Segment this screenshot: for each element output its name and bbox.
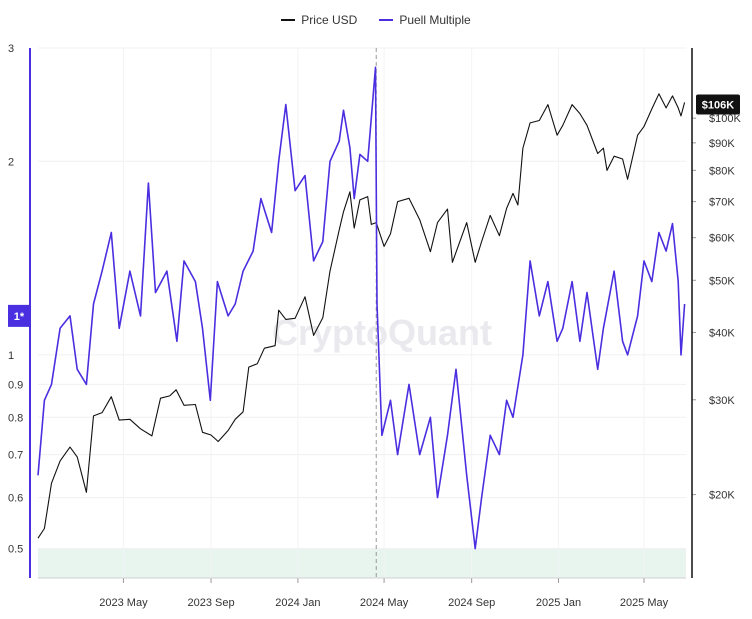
y-right-tick-label: $70K (709, 197, 735, 209)
price-current-label: $106K (702, 100, 734, 112)
series-line-puell (37, 66, 686, 550)
y-left-tick-label: 3 (8, 43, 14, 55)
puell-current-tag (8, 304, 30, 327)
legend: Price USD Puell Multiple (0, 10, 752, 30)
x-tick-label: 2023 May (99, 597, 148, 609)
y-right-tick-label: $50K (709, 275, 735, 287)
x-tick-label: 2024 Sep (448, 597, 495, 609)
y-right-tick-label: $20K (709, 490, 735, 502)
y-left-tick-label: 0.5 (8, 544, 23, 556)
legend-entry-puell[interactable]: Puell Multiple (379, 13, 471, 27)
legend-entry-price[interactable]: Price USD (281, 13, 357, 27)
y-right-tick-label: $90K (709, 138, 735, 150)
y-right-tick-label: $100K (709, 113, 741, 125)
y-right-tick-label: $80K (709, 165, 735, 177)
y-right-tick-label: $40K (709, 327, 735, 339)
puell-current-label: 1* (14, 311, 25, 323)
y-left-tick-label: 0.8 (8, 412, 23, 424)
y-left-tick-label: 0.9 (8, 379, 23, 391)
x-tick-label: 2025 May (620, 597, 669, 609)
price-current-tag (696, 94, 740, 115)
x-tick-label: 2025 Jan (536, 597, 581, 609)
y-left-tick-label: 0.7 (8, 450, 23, 462)
legend-label-puell: Puell Multiple (399, 13, 471, 27)
legend-label-price: Price USD (301, 13, 358, 27)
y-left-tick-label: 1 (8, 350, 14, 362)
legend-swatch-price (281, 19, 296, 21)
threshold-band (38, 548, 686, 578)
x-tick-label: 2024 Jan (275, 597, 320, 609)
watermark-text: CryptoQuant (272, 312, 492, 353)
y-left-tick-label: 0.6 (8, 493, 23, 505)
y-left-tick-label: 2 (8, 156, 14, 168)
y-right-tick-label: $30K (709, 395, 735, 407)
legend-swatch-puell (379, 19, 394, 21)
y-right-tick-label: $60K (709, 233, 735, 245)
x-tick-label: 2024 May (360, 597, 409, 609)
x-tick-label: 2023 Sep (187, 597, 234, 609)
series-line-price (37, 93, 686, 539)
